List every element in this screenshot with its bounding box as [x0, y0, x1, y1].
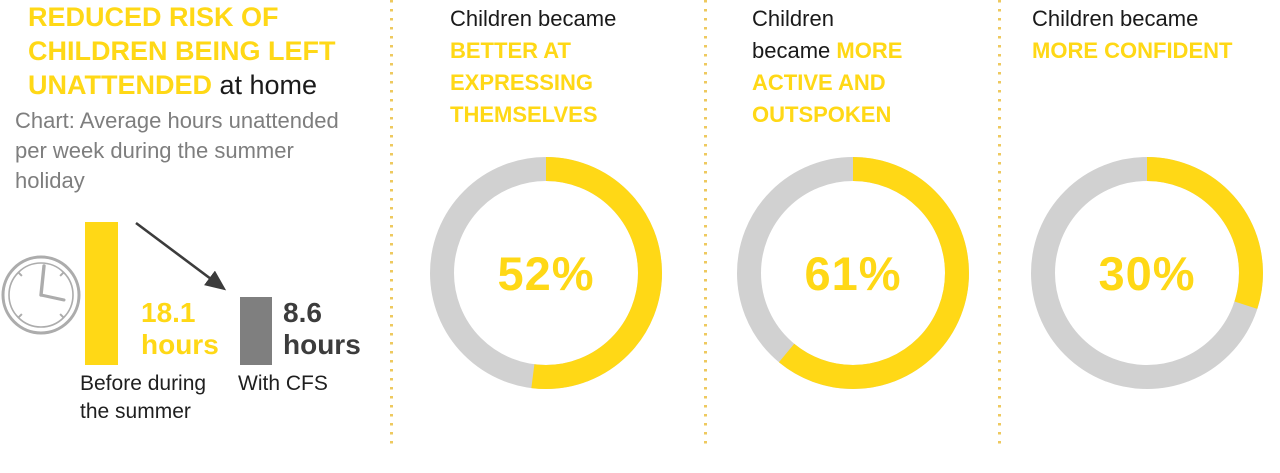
- axis-label-with-cfs: With CFS: [238, 372, 328, 395]
- bar-with-cfs: [240, 297, 272, 365]
- donut-percentage: 52%: [497, 246, 595, 300]
- panel4-heading: Children became MORE CONFIDENT: [1032, 6, 1233, 63]
- before-value-unit: hours: [141, 329, 219, 360]
- cfs-value-label: 8.6 hours: [283, 297, 361, 361]
- before-value-number: 18.1: [141, 297, 196, 328]
- panel3-heading: Children became MORE ACTIVE AND OUTSPOKEN: [752, 6, 903, 127]
- bar-before-cfs: [85, 222, 118, 365]
- axis-label-before: Before during the summer: [80, 372, 207, 423]
- divider-1: [390, 0, 393, 448]
- divider-2: [704, 0, 707, 448]
- cfs-value-number: 8.6: [283, 297, 322, 328]
- clock-icon: [0, 252, 84, 343]
- before-value-label: 18.1 hours: [141, 297, 219, 361]
- donut-chart-confident: 30%: [1029, 155, 1265, 391]
- donut-chart-expressing: 52%: [428, 155, 664, 391]
- divider-3: [998, 0, 1001, 448]
- decrease-arrow-icon: [128, 214, 240, 311]
- donut-chart-active: 61%: [735, 155, 971, 391]
- donut-ring: [1031, 157, 1263, 389]
- donut-ring: [737, 157, 969, 389]
- donut-percentage: 30%: [1098, 246, 1196, 300]
- donut-ring: [430, 157, 662, 389]
- panel1-chart-subtitle: Chart: Average hours unattended per week…: [15, 108, 339, 193]
- panel2-heading: Children became BETTER AT EXPRESSING THEMSE…: [450, 6, 617, 127]
- panel1-title: REDUCED RISK OF CHILDREN BEING LEFT UNATTE…: [28, 2, 336, 100]
- donut-percentage: 61%: [804, 246, 902, 300]
- cfs-value-unit: hours: [283, 329, 361, 360]
